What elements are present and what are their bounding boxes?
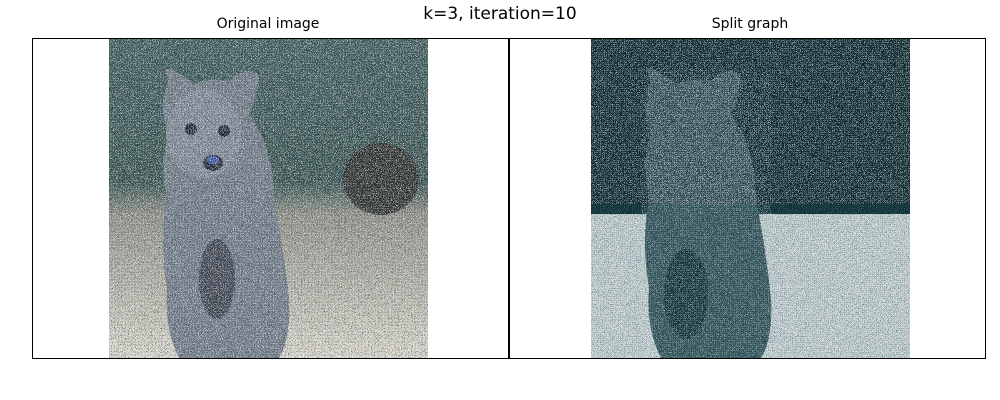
original-image-axes	[32, 38, 509, 359]
original-image-title: Original image	[108, 16, 428, 32]
split-graph-image	[591, 39, 910, 358]
split-graph-title: Split graph	[590, 16, 910, 32]
original-image	[109, 39, 428, 358]
split-graph-axes	[509, 38, 986, 359]
